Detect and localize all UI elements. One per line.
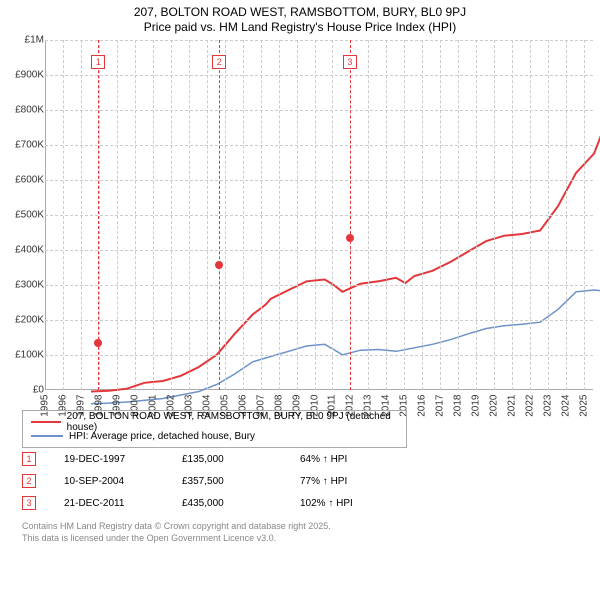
y-tick-label: £100K (15, 350, 44, 361)
x-tick-label: 2025 (579, 395, 590, 425)
grid-v (261, 40, 262, 390)
grid-h (45, 250, 593, 251)
grid-h (45, 75, 593, 76)
grid-v (494, 40, 495, 390)
y-tick-label: £800K (15, 105, 44, 116)
grid-v (63, 40, 64, 390)
grid-v (530, 40, 531, 390)
footer-line-2: This data is licensed under the Open Gov… (22, 532, 331, 544)
x-tick-label: 2019 (471, 395, 482, 425)
chart-svg (91, 80, 600, 430)
tx-date: 21-DEC-2011 (64, 498, 182, 509)
tx-marker-3: 3 (22, 496, 36, 510)
grid-v (297, 40, 298, 390)
tx-marker-1: 1 (22, 452, 36, 466)
grid-v (171, 40, 172, 390)
y-tick-label: £300K (15, 280, 44, 291)
transactions-table: 1 19-DEC-1997 £135,000 64% ↑ HPI 2 10-SE… (22, 448, 418, 514)
tx-hpi: 64% ↑ HPI (300, 454, 418, 465)
y-tick-label: £900K (15, 70, 44, 81)
grid-v (279, 40, 280, 390)
grid-h (45, 180, 593, 181)
y-tick-label: £600K (15, 175, 44, 186)
marker-line (98, 40, 99, 390)
grid-v (189, 40, 190, 390)
legend-swatch-1 (31, 421, 61, 423)
legend-row-1: 207, BOLTON ROAD WEST, RAMSBOTTOM, BURY,… (31, 415, 398, 429)
legend: 207, BOLTON ROAD WEST, RAMSBOTTOM, BURY,… (22, 410, 407, 448)
tx-price: £435,000 (182, 498, 300, 509)
grid-v (440, 40, 441, 390)
grid-v (422, 40, 423, 390)
marker-line (350, 40, 351, 390)
grid-v (332, 40, 333, 390)
legend-swatch-2 (31, 435, 63, 437)
x-tick-label: 2021 (507, 395, 518, 425)
tx-hpi: 102% ↑ HPI (300, 498, 418, 509)
y-tick-label: £400K (15, 245, 44, 256)
tx-price: £357,500 (182, 476, 300, 487)
price-paid-line (91, 126, 600, 392)
grid-h (45, 40, 593, 41)
y-tick-label: £1M (25, 35, 44, 46)
marker-point (94, 339, 102, 347)
tx-date: 19-DEC-1997 (64, 454, 182, 465)
grid-h (45, 145, 593, 146)
y-tick-label: £200K (15, 315, 44, 326)
grid-v (368, 40, 369, 390)
grid-v (548, 40, 549, 390)
grid-v (404, 40, 405, 390)
grid-v (135, 40, 136, 390)
grid-h (45, 215, 593, 216)
grid-h (45, 285, 593, 286)
x-tick-label: 2016 (417, 395, 428, 425)
footer-attribution: Contains HM Land Registry data © Crown c… (22, 520, 331, 544)
marker-point (215, 261, 223, 269)
grid-v (512, 40, 513, 390)
x-tick-label: 2018 (453, 395, 464, 425)
chart-title-2: Price paid vs. HM Land Registry's House … (0, 20, 600, 34)
marker-box: 1 (91, 55, 105, 69)
marker-point (346, 234, 354, 242)
hpi-line (91, 287, 600, 404)
x-tick-label: 2017 (435, 395, 446, 425)
tx-hpi: 77% ↑ HPI (300, 476, 418, 487)
chart-container: 207, BOLTON ROAD WEST, RAMSBOTTOM, BURY,… (0, 0, 600, 590)
grid-v (315, 40, 316, 390)
marker-line (219, 40, 220, 390)
x-tick-label: 2022 (525, 395, 536, 425)
grid-v (458, 40, 459, 390)
tx-date: 10-SEP-2004 (64, 476, 182, 487)
tx-price: £135,000 (182, 454, 300, 465)
grid-v (243, 40, 244, 390)
grid-v (476, 40, 477, 390)
grid-h (45, 320, 593, 321)
grid-v (566, 40, 567, 390)
y-tick-label: £700K (15, 140, 44, 151)
grid-v (386, 40, 387, 390)
table-row: 3 21-DEC-2011 £435,000 102% ↑ HPI (22, 492, 418, 514)
x-tick-label: 2024 (561, 395, 572, 425)
grid-v (225, 40, 226, 390)
legend-label-2: HPI: Average price, detached house, Bury (69, 431, 255, 442)
grid-h (45, 110, 593, 111)
x-tick-label: 2023 (543, 395, 554, 425)
y-tick-label: £500K (15, 210, 44, 221)
x-tick-label: 2020 (489, 395, 500, 425)
tx-marker-2: 2 (22, 474, 36, 488)
table-row: 1 19-DEC-1997 £135,000 64% ↑ HPI (22, 448, 418, 470)
table-row: 2 10-SEP-2004 £357,500 77% ↑ HPI (22, 470, 418, 492)
grid-h (45, 355, 593, 356)
footer-line-1: Contains HM Land Registry data © Crown c… (22, 520, 331, 532)
marker-box: 2 (212, 55, 226, 69)
grid-v (81, 40, 82, 390)
chart-title-1: 207, BOLTON ROAD WEST, RAMSBOTTOM, BURY,… (0, 5, 600, 19)
grid-v (153, 40, 154, 390)
grid-v (117, 40, 118, 390)
grid-v (584, 40, 585, 390)
grid-v (207, 40, 208, 390)
marker-box: 3 (343, 55, 357, 69)
